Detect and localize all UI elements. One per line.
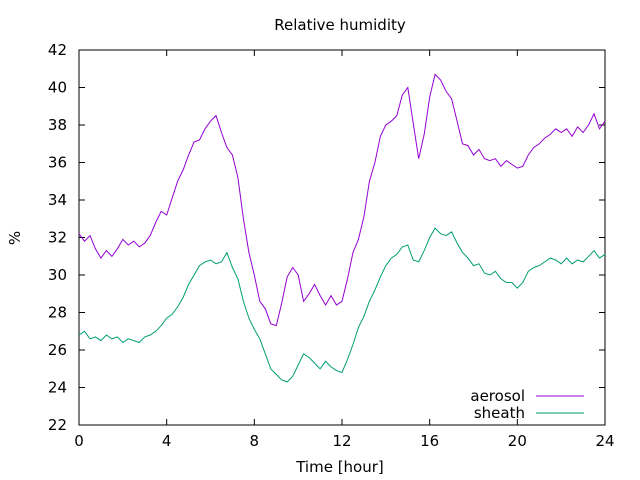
x-tick-label: 0 (74, 432, 84, 450)
x-tick-label: 16 (420, 432, 439, 450)
y-tick-label: 42 (48, 41, 67, 59)
x-tick-label: 4 (162, 432, 172, 450)
y-tick-label: 34 (48, 191, 67, 209)
x-axis-label: Time [hour] (295, 458, 384, 476)
y-tick-label: 26 (48, 341, 67, 359)
x-tick-label: 20 (508, 432, 527, 450)
legend-label-aerosol: aerosol (470, 387, 525, 405)
y-tick-label: 30 (48, 266, 67, 284)
series-line-aerosol (78, 73, 606, 327)
plot-frame (78, 49, 606, 426)
x-tick-label: 24 (595, 432, 614, 450)
x-tick-label: 12 (332, 432, 351, 450)
y-tick-label: 22 (48, 416, 67, 434)
x-tick-label: 8 (250, 432, 260, 450)
y-tick-label: 36 (48, 154, 67, 172)
axis-ticks: 0 4 8 12 16 20 24 22 24 26 28 30 32 34 36 38 40 42 (48, 41, 615, 450)
y-axis-label: % (6, 231, 24, 245)
y-tick-label: 38 (48, 116, 67, 134)
chart-title: Relative humidity (274, 16, 406, 34)
legend: aerosol sheath (470, 387, 584, 422)
y-tick-label: 32 (48, 229, 67, 247)
legend-label-sheath: sheath (474, 404, 525, 422)
y-tick-label: 40 (48, 79, 67, 97)
series-line-sheath (78, 227, 606, 383)
y-tick-label: 28 (48, 304, 67, 322)
series-lines (78, 73, 606, 383)
y-tick-label: 24 (48, 379, 67, 397)
